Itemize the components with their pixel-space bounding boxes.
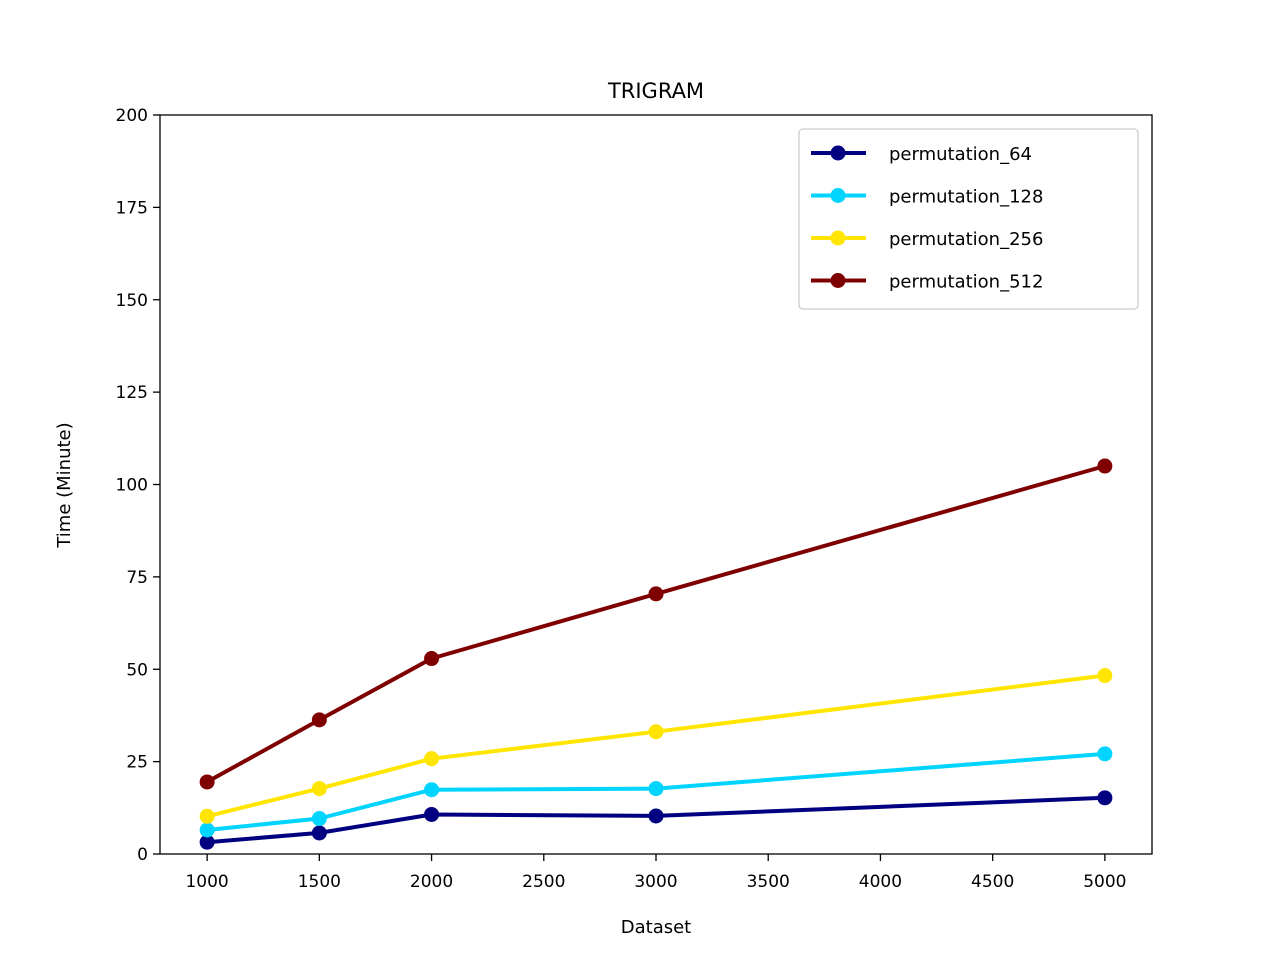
y-tick-label: 75 — [126, 568, 148, 588]
data-point — [424, 782, 440, 798]
x-tick-label: 3500 — [747, 872, 790, 892]
y-tick-label: 25 — [126, 753, 148, 773]
data-point — [648, 781, 664, 797]
y-tick-label: 125 — [116, 383, 148, 403]
x-tick-label: 5000 — [1083, 872, 1126, 892]
data-point — [311, 825, 327, 841]
series-permutation_128 — [199, 746, 1113, 838]
data-point — [424, 806, 440, 822]
y-tick-label: 175 — [116, 198, 148, 218]
data-point — [311, 712, 327, 728]
x-tick-label: 4500 — [971, 872, 1014, 892]
legend-swatch-marker — [830, 230, 846, 246]
series-permutation_64 — [199, 790, 1113, 850]
legend-label: permutation_128 — [889, 187, 1043, 208]
y-axis-label: Time (Minute) — [54, 422, 75, 548]
y-tick-label: 0 — [137, 845, 148, 865]
x-tick-label: 2500 — [522, 872, 565, 892]
legend-box — [798, 128, 1139, 310]
data-point — [1097, 668, 1113, 684]
data-point — [424, 651, 440, 667]
x-tick-label: 4000 — [859, 872, 902, 892]
y-tick-label: 100 — [116, 476, 148, 496]
data-point — [199, 774, 215, 790]
x-tick-label: 3000 — [634, 872, 677, 892]
x-tick-label: 1500 — [298, 872, 341, 892]
x-axis-label: Dataset — [621, 917, 692, 938]
legend: permutation_64 permutation_128 permutation… — [798, 128, 1139, 310]
y-tick-label: 50 — [126, 660, 148, 680]
y-axis: 0 25 50 75 100 125 150 175 200 — [116, 106, 160, 865]
data-point — [1097, 458, 1113, 474]
y-tick-label: 150 — [116, 291, 148, 311]
legend-swatch-marker — [830, 145, 846, 161]
data-point — [311, 811, 327, 827]
legend-label: permutation_64 — [889, 144, 1032, 165]
data-point — [1097, 746, 1113, 762]
x-tick-label: 1000 — [185, 872, 228, 892]
data-point — [648, 724, 664, 740]
data-point — [199, 822, 215, 838]
legend-swatch-marker — [830, 188, 846, 203]
legend-swatch-marker — [830, 273, 846, 288]
data-point — [199, 808, 215, 824]
series-permutation_512 — [199, 458, 1113, 790]
x-tick-label: 2000 — [410, 872, 453, 892]
series-permutation_256 — [199, 668, 1113, 824]
series-layer — [199, 458, 1113, 850]
data-point — [648, 586, 664, 602]
data-point — [1097, 790, 1113, 806]
x-axis: 1000 1500 2000 2500 3000 3500 4000 4500 5000 — [185, 854, 1127, 892]
y-tick-label: 200 — [116, 106, 148, 126]
legend-label: permutation_256 — [889, 229, 1043, 250]
legend-label: permutation_512 — [889, 272, 1043, 293]
data-point — [648, 808, 664, 824]
chart-title: TRIGRAM — [607, 79, 704, 103]
data-point — [199, 834, 215, 850]
data-point — [424, 751, 440, 767]
data-point — [311, 781, 327, 797]
